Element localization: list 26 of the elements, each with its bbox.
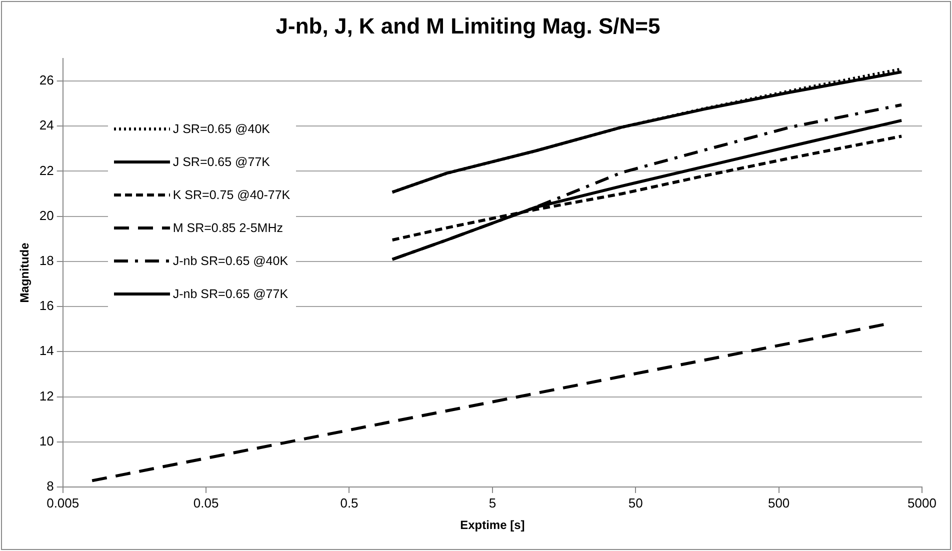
y-tick-label: 10 <box>39 433 54 448</box>
x-tick-label: 50 <box>628 495 643 510</box>
x-tick-label: 500 <box>768 495 790 510</box>
y-tick-label: 22 <box>39 162 54 178</box>
legend-label: M SR=0.85 2-5MHz <box>172 220 283 235</box>
chart-title: J-nb, J, K and M Limiting Mag. S/N=5 <box>276 13 660 38</box>
y-tick-label: 20 <box>39 208 54 223</box>
legend-label: J-nb SR=0.65 @40K <box>172 254 288 268</box>
x-tick-label: 0.5 <box>340 495 358 510</box>
x-tick-label: 0.05 <box>193 495 219 510</box>
legend-label: K SR=0.75 @40-77K <box>172 188 290 202</box>
legend-label: J SR=0.65 @77K <box>172 154 270 169</box>
y-tick-label: 18 <box>39 253 54 268</box>
y-tick-label: 14 <box>39 343 54 358</box>
y-axis-title: Magnitude <box>18 242 32 303</box>
y-tick-label: 24 <box>39 118 54 133</box>
legend-label: J SR=0.65 @40K <box>172 122 270 136</box>
x-axis-title: Exptime [s] <box>460 518 525 532</box>
legend-label: J-nb SR=0.65 @77K <box>172 286 288 301</box>
x-tick-label: 5 <box>488 495 496 510</box>
y-tick-label: 8 <box>46 478 54 494</box>
y-tick-label: 12 <box>39 388 54 404</box>
x-tick-label: 0.005 <box>46 495 80 510</box>
y-tick-label: 26 <box>39 72 54 88</box>
x-tick-label: 5000 <box>908 495 936 510</box>
y-tick-label: 16 <box>39 298 54 314</box>
